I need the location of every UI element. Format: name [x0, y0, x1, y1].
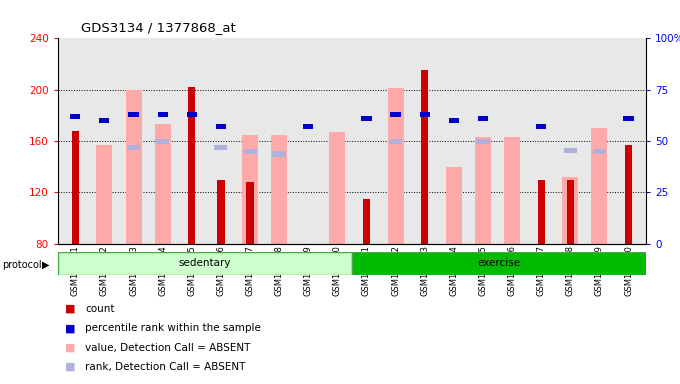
- Bar: [421, 71, 428, 244]
- Bar: [58, 252, 352, 275]
- Bar: [271, 135, 287, 244]
- Bar: [126, 90, 141, 244]
- Bar: [70, 114, 80, 119]
- Bar: [363, 199, 370, 244]
- Text: rank, Detection Call = ABSENT: rank, Detection Call = ABSENT: [85, 362, 245, 372]
- Text: ▶: ▶: [42, 260, 50, 270]
- Bar: [390, 112, 401, 117]
- Text: ■: ■: [65, 304, 75, 314]
- Bar: [273, 151, 286, 157]
- Bar: [504, 137, 520, 244]
- Bar: [625, 145, 632, 244]
- Bar: [188, 87, 195, 244]
- Bar: [99, 118, 109, 123]
- Text: ■: ■: [65, 343, 75, 353]
- Bar: [186, 112, 197, 117]
- Bar: [158, 112, 168, 117]
- Bar: [129, 112, 139, 117]
- Bar: [154, 124, 171, 244]
- Bar: [446, 167, 462, 244]
- Bar: [593, 149, 606, 154]
- Bar: [388, 88, 404, 244]
- Bar: [242, 135, 258, 244]
- Bar: [246, 182, 254, 244]
- Text: count: count: [85, 304, 114, 314]
- Bar: [478, 116, 488, 121]
- Text: ■: ■: [65, 362, 75, 372]
- Text: protocol: protocol: [2, 260, 41, 270]
- Text: ■: ■: [65, 323, 75, 333]
- Bar: [624, 116, 634, 121]
- Bar: [156, 139, 169, 144]
- Bar: [303, 124, 313, 129]
- Bar: [564, 147, 577, 153]
- Bar: [214, 145, 228, 150]
- Bar: [592, 128, 607, 244]
- Bar: [352, 252, 646, 275]
- Bar: [536, 124, 546, 129]
- Bar: [329, 132, 345, 244]
- Text: exercise: exercise: [477, 258, 520, 268]
- Bar: [127, 145, 140, 150]
- Bar: [97, 145, 112, 244]
- Bar: [476, 139, 490, 144]
- Bar: [243, 149, 256, 154]
- Bar: [216, 124, 226, 129]
- Bar: [420, 112, 430, 117]
- Text: value, Detection Call = ABSENT: value, Detection Call = ABSENT: [85, 343, 250, 353]
- Bar: [71, 131, 79, 244]
- Text: sedentary: sedentary: [179, 258, 231, 268]
- Bar: [449, 118, 459, 123]
- Bar: [562, 177, 578, 244]
- Bar: [361, 116, 371, 121]
- Bar: [475, 137, 491, 244]
- Bar: [537, 180, 545, 244]
- Text: percentile rank within the sample: percentile rank within the sample: [85, 323, 261, 333]
- Bar: [566, 180, 574, 244]
- Bar: [389, 139, 402, 144]
- Text: GDS3134 / 1377868_at: GDS3134 / 1377868_at: [82, 21, 236, 34]
- Bar: [217, 180, 224, 244]
